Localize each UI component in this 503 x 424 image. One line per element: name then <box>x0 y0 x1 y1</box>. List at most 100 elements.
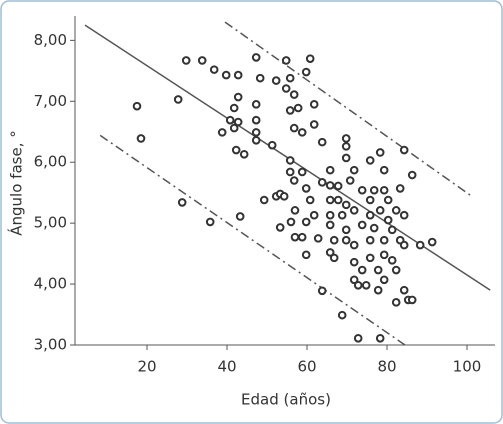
point <box>353 333 363 343</box>
point <box>271 76 281 85</box>
point <box>341 235 351 245</box>
point <box>285 167 295 177</box>
point <box>337 210 347 220</box>
point <box>289 90 299 99</box>
point <box>341 142 351 151</box>
point <box>325 181 335 190</box>
point <box>329 235 339 245</box>
point <box>132 101 142 111</box>
point <box>333 195 343 205</box>
point <box>391 206 401 215</box>
point <box>379 185 389 195</box>
point <box>375 148 385 157</box>
point <box>357 220 367 230</box>
point <box>415 240 425 250</box>
x-tick-label: 100 <box>453 358 482 376</box>
point <box>251 115 261 125</box>
point <box>229 103 239 113</box>
point <box>233 117 243 127</box>
x-tick-label: 20 <box>137 358 156 376</box>
point <box>365 195 375 205</box>
point <box>395 184 405 193</box>
point <box>181 56 191 65</box>
point <box>309 120 319 129</box>
point <box>373 285 383 295</box>
x-tick-label: 40 <box>217 358 236 376</box>
point <box>373 265 383 275</box>
point <box>345 176 355 185</box>
point <box>399 145 409 155</box>
point <box>251 100 261 109</box>
point <box>325 210 335 220</box>
point <box>267 140 277 150</box>
point <box>309 100 319 109</box>
point <box>317 286 327 296</box>
point <box>349 240 359 250</box>
point <box>375 206 385 215</box>
y-tick-label: 4,00 <box>34 275 67 293</box>
point <box>325 195 335 205</box>
point <box>205 217 215 227</box>
point <box>317 137 327 147</box>
point <box>357 185 367 195</box>
point <box>301 217 311 227</box>
point <box>255 73 265 83</box>
point <box>289 176 299 185</box>
y-tick-label: 5,00 <box>34 214 67 232</box>
point <box>387 256 397 265</box>
point <box>233 70 243 80</box>
point <box>341 225 351 235</box>
point <box>365 253 375 263</box>
point <box>285 156 295 165</box>
point <box>177 198 187 207</box>
point <box>379 235 389 245</box>
point <box>379 165 389 175</box>
point <box>369 223 379 233</box>
point <box>285 73 295 83</box>
point <box>329 253 339 263</box>
y-tick-label: 8,00 <box>34 31 67 49</box>
point <box>313 234 323 243</box>
y-axis-label: Ángulo fase, ° <box>7 130 26 235</box>
point <box>136 134 146 143</box>
point <box>407 295 417 305</box>
point <box>251 135 261 145</box>
point <box>239 150 249 159</box>
point <box>301 184 311 193</box>
point <box>365 210 375 220</box>
point <box>399 285 409 295</box>
point <box>281 56 291 65</box>
point <box>317 178 327 187</box>
point <box>349 206 359 215</box>
point <box>349 257 359 267</box>
point <box>383 195 393 205</box>
x-tick-label: 60 <box>297 358 316 376</box>
point <box>285 106 295 115</box>
point <box>297 167 307 177</box>
point <box>383 215 393 225</box>
point <box>217 128 227 137</box>
point <box>391 265 401 275</box>
point <box>251 128 261 137</box>
point <box>379 275 389 285</box>
point <box>325 248 335 257</box>
point <box>225 115 235 125</box>
point <box>391 298 401 307</box>
point <box>301 250 311 260</box>
point <box>281 84 291 93</box>
point <box>399 210 409 220</box>
point <box>361 280 371 290</box>
point <box>305 195 315 205</box>
point <box>251 53 261 62</box>
y-tick-label: 6,00 <box>34 153 67 171</box>
point <box>341 153 351 163</box>
y-tick-label: 7,00 <box>34 92 67 110</box>
point <box>297 232 307 242</box>
point <box>369 185 379 195</box>
point <box>379 250 389 260</box>
point <box>353 280 363 290</box>
point <box>341 134 351 143</box>
x-tick-label: 80 <box>377 358 396 376</box>
